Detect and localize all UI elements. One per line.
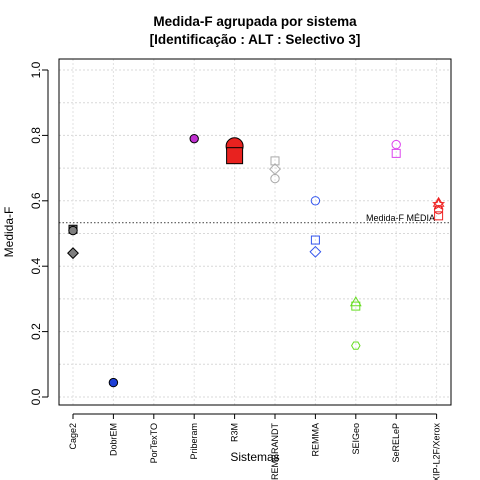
data-point-circle	[310, 196, 321, 206]
data-point-diamond	[67, 247, 79, 260]
reference-line-label: Medida-F MÉDIA	[366, 213, 435, 223]
x-tick-label: REMBRANDT	[270, 423, 280, 480]
x-tick-label: DobrEM	[108, 423, 118, 456]
x-tick-label: Priberam	[189, 423, 199, 460]
x-tick-label: REMMA	[310, 423, 320, 457]
y-tick-label: 0.6	[29, 192, 43, 209]
data-point-hexagon	[351, 341, 361, 350]
y-axis: 0.0 0.2 0.4 0.6 0.8 1.0	[29, 61, 49, 405]
x-tick-label: XIP-L2F/Xerox	[432, 423, 442, 480]
y-tick-label: 0.0	[29, 388, 43, 405]
data-point-square	[226, 147, 244, 165]
x-tick-label: Cage2	[68, 423, 78, 450]
data-point-circle	[108, 377, 119, 388]
data-point-circle	[189, 133, 199, 144]
grid-layer	[59, 59, 451, 405]
x-tick-label: PorTexTO	[149, 423, 159, 463]
data-point-circle	[270, 173, 280, 184]
x-axis: Cage2 DobrEM PorTexTO Priberam R3M REMBRANDT R…	[68, 413, 442, 480]
data-point-star	[432, 197, 446, 210]
data-point-square	[310, 235, 320, 245]
data-point-diamond	[309, 245, 322, 258]
y-tick-label: 0.4	[29, 258, 43, 275]
x-tick-label: SeRELeP	[391, 423, 401, 463]
data-point-square	[351, 301, 361, 311]
plot-frame	[58, 58, 452, 406]
points-layer	[67, 133, 446, 388]
data-point-square	[434, 211, 444, 221]
reference-line-layer: Medida-F MÉDIA	[59, 213, 451, 224]
data-point-circle	[68, 225, 78, 236]
data-point-circle	[433, 204, 444, 215]
data-point-triangle	[349, 296, 362, 307]
x-tick-label: SEIGeo	[351, 423, 361, 455]
x-tick-label: R3M	[230, 423, 240, 442]
y-tick-label: 1.0	[29, 61, 43, 78]
chart-subtitle: [Identificação : ALT : Selectivo 3]	[150, 32, 361, 47]
data-point-circle	[391, 139, 401, 150]
chart-title: Medida-F agrupada por sistema	[153, 14, 357, 29]
data-point-square	[391, 148, 401, 158]
x-axis-label: Sistemas	[230, 450, 279, 464]
data-point-square	[270, 156, 280, 166]
y-tick-label: 0.2	[29, 323, 43, 340]
y-tick-label: 0.8	[29, 127, 43, 144]
y-axis-label: Medida-F	[2, 207, 16, 258]
